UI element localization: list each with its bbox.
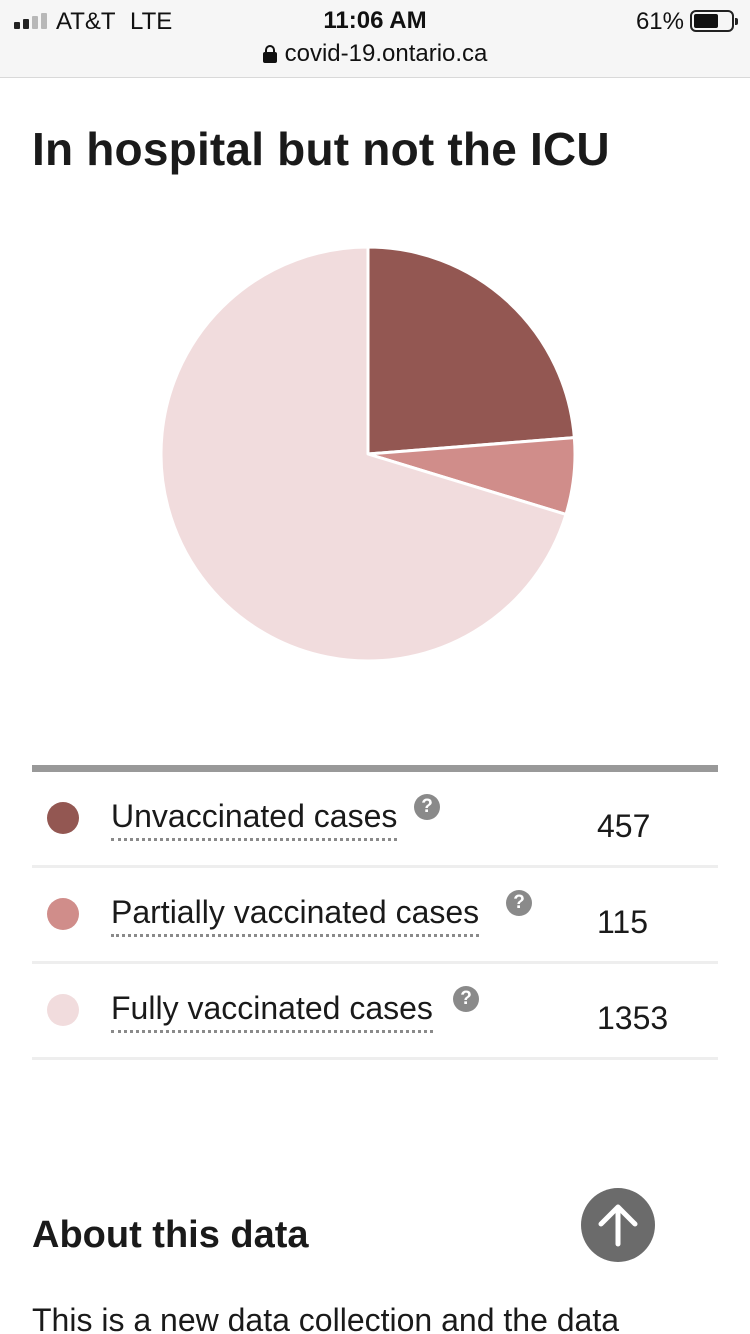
legend-label-unvaccinated[interactable]: Unvaccinated cases (111, 798, 398, 841)
pie-chart-svg (159, 245, 577, 663)
network-type: LTE (130, 8, 173, 35)
help-icon[interactable]: ? (414, 794, 440, 820)
legend-swatch-fully-vaccinated (47, 994, 79, 1026)
pie-chart (158, 244, 578, 664)
arrow-up-icon (598, 1204, 638, 1247)
signal-strength-icon (14, 13, 47, 29)
about-title: About this data (32, 1214, 309, 1256)
lock-icon (262, 45, 277, 63)
url-text: covid-19.ontario.ca (284, 40, 488, 67)
help-icon[interactable]: ? (506, 890, 532, 916)
legend-row-partially-vaccinated: Partially vaccinated cases ? 115 (32, 868, 718, 964)
legend-table: Unvaccinated cases ? 457 Partially vacci… (32, 765, 718, 1060)
battery-percent: 61% (635, 8, 684, 35)
clock: 11:06 AM (323, 7, 427, 34)
status-bar: AT&T LTE 11:06 AM 61% covid-19.ontario.c… (0, 0, 750, 78)
section-title: In hospital but not the ICU (32, 123, 610, 175)
legend-row-unvaccinated: Unvaccinated cases ? 457 (32, 772, 718, 868)
legend-value-fully-vaccinated: 1353 (597, 1000, 669, 1036)
legend-value-unvaccinated: 457 (597, 808, 651, 844)
legend-value-partially-vaccinated: 115 (597, 904, 649, 940)
legend-swatch-partially-vaccinated (47, 898, 79, 930)
pie-slice-unvaccinated[interactable] (366, 245, 576, 456)
back-to-top-button[interactable] (581, 1188, 655, 1262)
address-bar[interactable]: covid-19.ontario.ca (0, 40, 750, 68)
battery-icon (690, 10, 738, 32)
legend-label-fully-vaccinated[interactable]: Fully vaccinated cases (111, 990, 433, 1033)
legend-label-partially-vaccinated[interactable]: Partially vaccinated cases (111, 894, 480, 937)
about-text: This is a new data collection and the da… (32, 1302, 620, 1334)
legend-swatch-unvaccinated (47, 802, 79, 834)
legend-row-fully-vaccinated: Fully vaccinated cases ? 1353 (32, 964, 718, 1060)
carrier-name: AT&T (56, 8, 116, 35)
help-icon[interactable]: ? (453, 986, 479, 1012)
pie-slice-fully-vaccinated[interactable] (159, 245, 568, 663)
